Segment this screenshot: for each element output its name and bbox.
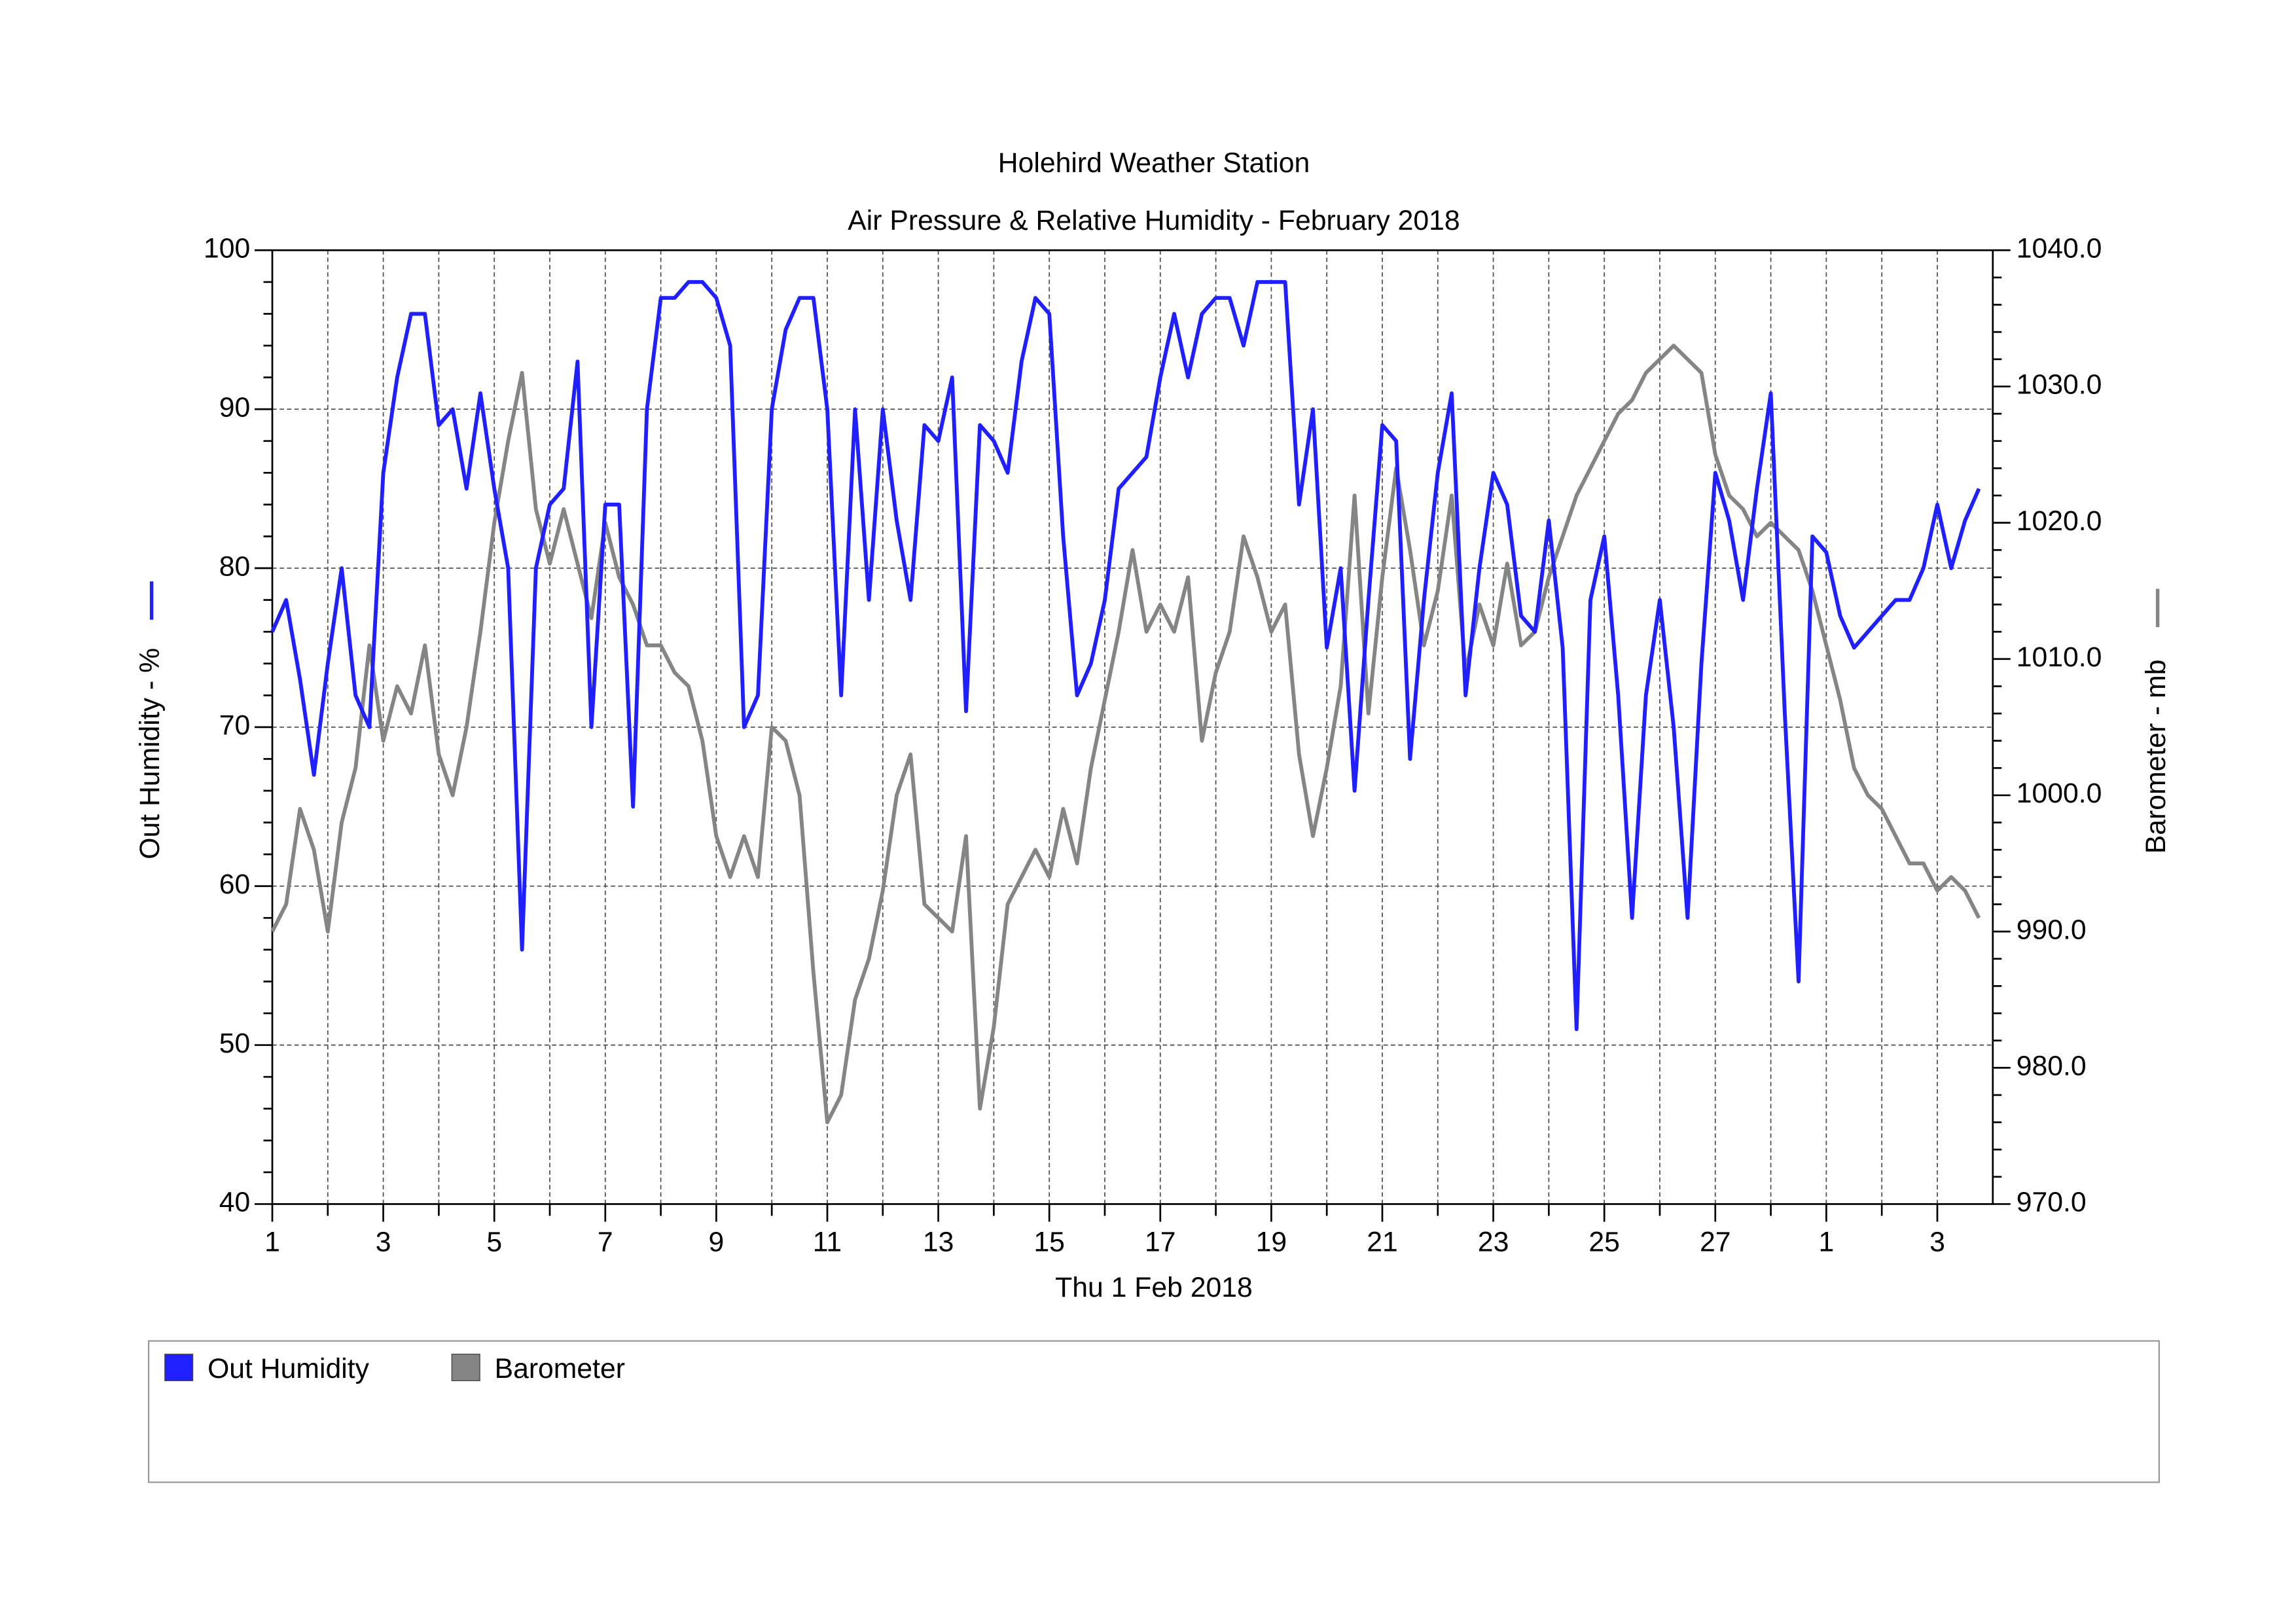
y-tick-label: 70 [219,710,251,741]
x-tick-label: 21 [1367,1226,1398,1257]
x-tick-label: 5 [486,1226,502,1257]
y-tick-label: 90 [219,391,251,423]
x-tick-label: 3 [376,1226,391,1257]
x-axis-label: Thu 1 Feb 2018 [1055,1272,1253,1303]
x-tick-label: 27 [1700,1226,1731,1257]
chart-subtitle: Air Pressure & Relative Humidity - Febru… [848,205,1460,236]
y2-tick-label: 970.0 [2017,1187,2087,1218]
y-axis-label: Out Humidity - % [134,648,166,859]
x-tick-label: 13 [923,1226,954,1257]
chart-title: Holehird Weather Station [998,147,1310,179]
x-tick-label: 11 [813,1226,842,1257]
x-tick-label: 19 [1256,1226,1287,1257]
legend-label: Barometer [495,1353,625,1384]
y2-tick-label: 1040.0 [2017,233,2102,264]
x-tick-label: 17 [1145,1226,1176,1257]
legend-swatch [164,1354,194,1381]
y2-tick-label: 980.0 [2017,1051,2087,1082]
data-line [270,280,1981,1032]
y2-tick-label: 1030.0 [2017,369,2102,401]
x-tick-label: 23 [1478,1226,1509,1257]
y-tick-label: 50 [219,1028,251,1059]
y-tick-label: 60 [219,869,251,900]
y2-tick-label: 1010.0 [2017,641,2102,673]
legend-label: Out Humidity [207,1353,370,1384]
y2-tick-label: 1020.0 [2017,505,2102,537]
x-tick-label: 15 [1033,1226,1065,1257]
x-tick-label: 9 [709,1226,725,1257]
legend-swatch [451,1354,480,1381]
y2-tick-label: 1000.0 [2017,778,2102,809]
x-tick-label: 1 [1818,1226,1834,1257]
y-tick-label: 80 [219,550,251,582]
x-tick-label: 7 [598,1226,613,1257]
y-tick-label: 40 [219,1187,251,1218]
y2-tick-label: 990.0 [2017,914,2087,945]
plot-frame [271,249,1994,1205]
x-tick-label: 25 [1588,1226,1620,1257]
y2-axis-label: Barometer - mb [2140,659,2172,854]
y-tick-label: 100 [204,233,250,264]
legend-box [148,1340,2160,1483]
x-tick-label: 1 [264,1226,280,1257]
data-line [270,344,1981,1125]
x-tick-label: 3 [1929,1226,1945,1257]
